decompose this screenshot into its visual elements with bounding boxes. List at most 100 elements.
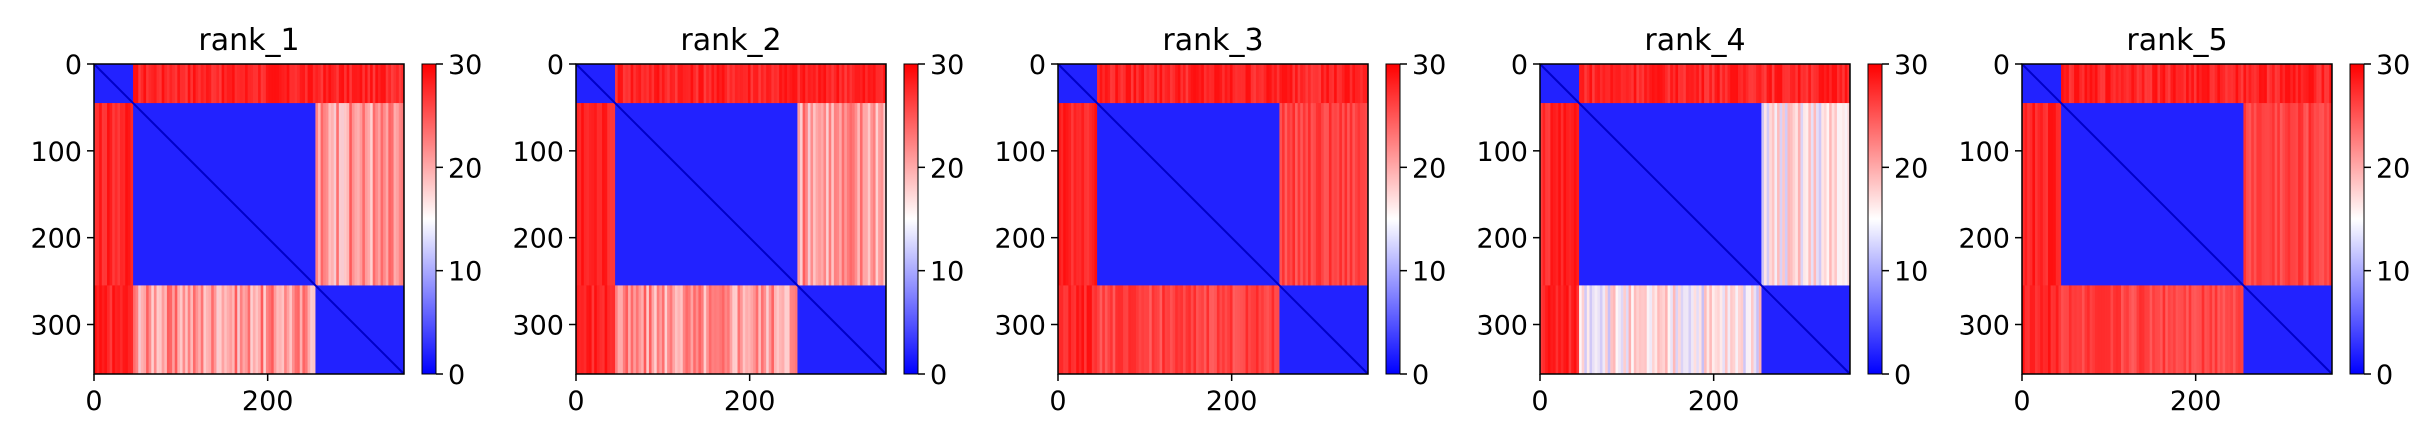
heatmap-stripe	[1558, 285, 1561, 374]
heatmap-stripe	[2105, 64, 2108, 104]
heatmap-stripe	[802, 103, 806, 286]
heatmap-stripe	[1607, 64, 1611, 104]
heatmap-stripe	[1756, 285, 1759, 374]
heatmap-stripe	[1138, 285, 1142, 374]
heatmap-stripe	[1086, 285, 1090, 374]
heatmap-stripe	[1235, 64, 1238, 104]
heatmap-stripe	[1084, 103, 1087, 286]
heatmap-stripe	[1631, 285, 1634, 374]
heatmap-stripe	[263, 285, 266, 374]
heatmap-stripe	[2071, 64, 2075, 104]
heatmap-stripe	[1823, 103, 1827, 286]
heatmap-stripe	[1216, 285, 1220, 374]
heatmap-stripe	[1844, 64, 1848, 104]
heatmap-stripe	[1203, 64, 1207, 104]
heatmap-stripe	[828, 103, 832, 286]
heatmap-stripe	[1652, 285, 1655, 374]
heatmap-stripe	[344, 64, 347, 104]
heatmap-stripe	[2053, 103, 2056, 286]
heatmap-stripe	[367, 103, 371, 286]
heatmap-stripe	[2261, 64, 2265, 104]
heatmap-stripe	[1261, 64, 1264, 104]
heatmap-stripe	[2170, 64, 2174, 104]
heatmap-stripe	[1644, 285, 1647, 374]
heatmap-stripe	[1091, 103, 1095, 286]
heatmap-stripe	[1618, 64, 1621, 104]
x-tick-label: 0	[85, 386, 102, 417]
heatmap-stripe	[1222, 64, 1225, 104]
heatmap-stripe	[836, 103, 840, 286]
heatmap-stripe	[839, 64, 842, 104]
heatmap-stripe	[1211, 64, 1215, 104]
heatmap-stripe	[849, 103, 853, 286]
heatmap-stripe	[628, 64, 631, 104]
heatmap-stripe	[2128, 64, 2132, 104]
heatmap-stripe	[2084, 64, 2088, 104]
heatmap-stripe	[2214, 285, 2218, 374]
heatmap-stripe	[1185, 285, 1189, 374]
heatmap-stripe	[1156, 285, 1160, 374]
heatmap-stripe	[1818, 64, 1822, 104]
heatmap-stripe	[138, 285, 141, 374]
heatmap-stripe	[755, 285, 759, 374]
heatmap-stripe	[242, 285, 246, 374]
heatmap-stripe	[1227, 64, 1230, 104]
heatmap-stripe	[148, 285, 152, 374]
heatmap-stripe	[2212, 285, 2215, 374]
x-tick-label: 0	[2013, 386, 2030, 417]
heatmap-stripe	[1784, 103, 1788, 286]
heatmap-stripe	[185, 64, 188, 104]
heatmap-stripe	[328, 103, 332, 286]
heatmap-stripe	[1779, 103, 1783, 286]
heatmap-stripe	[669, 285, 673, 374]
heatmap-stripe	[1659, 64, 1663, 104]
heatmap-stripe	[1584, 64, 1587, 104]
colorbar-tick-label: 20	[1412, 153, 1446, 184]
heatmap-stripe	[1149, 285, 1152, 374]
heatmap-stripe	[771, 285, 774, 374]
heatmap-stripe	[114, 103, 118, 286]
heatmap-stripe	[2048, 103, 2051, 286]
heatmap-stripe	[1107, 64, 1111, 104]
heatmap-stripe	[135, 285, 139, 374]
heatmap-stripe	[281, 64, 285, 104]
heatmap-stripe	[1099, 285, 1103, 374]
heatmap-stripe	[172, 64, 175, 104]
heatmap-stripe	[1172, 64, 1176, 104]
heatmap-stripe	[362, 103, 365, 286]
heatmap-stripe	[1753, 64, 1757, 104]
heatmap-stripe	[341, 103, 345, 286]
heatmap-stripe	[2170, 285, 2174, 374]
y-tick-label: 200	[994, 224, 1046, 255]
heatmap-stripe	[753, 285, 756, 374]
heatmap-stripe	[2308, 64, 2312, 104]
heatmap-stripe	[729, 64, 733, 104]
heatmap-stripe	[698, 285, 702, 374]
heatmap-stripe	[1771, 103, 1775, 286]
heatmap-stripe	[672, 285, 675, 374]
heatmap-stripe	[1790, 64, 1793, 104]
heatmap-stripe	[1659, 285, 1663, 374]
heatmap-stripe	[1196, 64, 1199, 104]
heatmap-stripe	[1198, 64, 1202, 104]
heatmap-stripe	[1581, 285, 1585, 374]
heatmap-stripe	[1550, 103, 1554, 286]
heatmap-stripe	[1146, 285, 1150, 374]
heatmap-stripe	[1365, 103, 1368, 286]
heatmap-stripe	[1094, 103, 1098, 286]
heatmap-stripe	[865, 103, 868, 286]
heatmap-stripe	[1698, 285, 1702, 374]
colorbar-tick-label: 10	[448, 257, 482, 288]
heatmap-stripe	[2094, 285, 2098, 374]
heatmap-stripe	[1797, 103, 1801, 286]
heatmap-stripe	[1331, 103, 1335, 286]
heatmap-stripe	[2045, 103, 2049, 286]
heatmap-stripe	[1287, 64, 1290, 104]
heatmap-stripe	[294, 64, 298, 104]
heatmap-stripe	[1732, 64, 1736, 104]
heatmap-stripe	[224, 64, 227, 104]
heatmap-stripe	[1717, 64, 1720, 104]
heatmap-stripe	[385, 64, 389, 104]
heatmap-stripe	[2141, 285, 2145, 374]
heatmap-stripe	[2282, 64, 2286, 104]
